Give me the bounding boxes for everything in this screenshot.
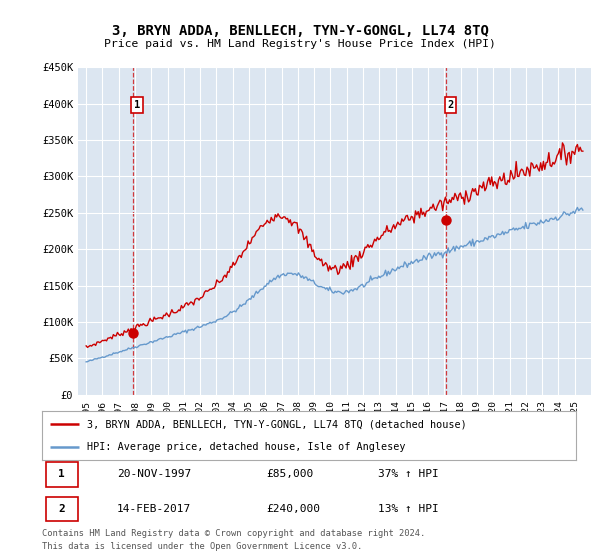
- FancyBboxPatch shape: [46, 462, 78, 487]
- Text: This data is licensed under the Open Government Licence v3.0.: This data is licensed under the Open Gov…: [42, 542, 362, 550]
- Text: 3, BRYN ADDA, BENLLECH, TYN-Y-GONGL, LL74 8TQ (detached house): 3, BRYN ADDA, BENLLECH, TYN-Y-GONGL, LL7…: [88, 419, 467, 430]
- Text: £240,000: £240,000: [266, 504, 320, 514]
- Text: 14-FEB-2017: 14-FEB-2017: [117, 504, 191, 514]
- Text: 13% ↑ HPI: 13% ↑ HPI: [379, 504, 439, 514]
- Text: 1: 1: [58, 469, 65, 479]
- Text: Contains HM Land Registry data © Crown copyright and database right 2024.: Contains HM Land Registry data © Crown c…: [42, 529, 425, 538]
- Text: 2: 2: [448, 100, 454, 110]
- Text: 37% ↑ HPI: 37% ↑ HPI: [379, 469, 439, 479]
- Text: 3, BRYN ADDA, BENLLECH, TYN-Y-GONGL, LL74 8TQ: 3, BRYN ADDA, BENLLECH, TYN-Y-GONGL, LL7…: [112, 24, 488, 38]
- FancyBboxPatch shape: [46, 497, 78, 521]
- Text: 2: 2: [58, 504, 65, 514]
- Text: HPI: Average price, detached house, Isle of Anglesey: HPI: Average price, detached house, Isle…: [88, 442, 406, 452]
- Text: 20-NOV-1997: 20-NOV-1997: [117, 469, 191, 479]
- Text: £85,000: £85,000: [266, 469, 314, 479]
- Text: 1: 1: [134, 100, 140, 110]
- Text: Price paid vs. HM Land Registry's House Price Index (HPI): Price paid vs. HM Land Registry's House …: [104, 39, 496, 49]
